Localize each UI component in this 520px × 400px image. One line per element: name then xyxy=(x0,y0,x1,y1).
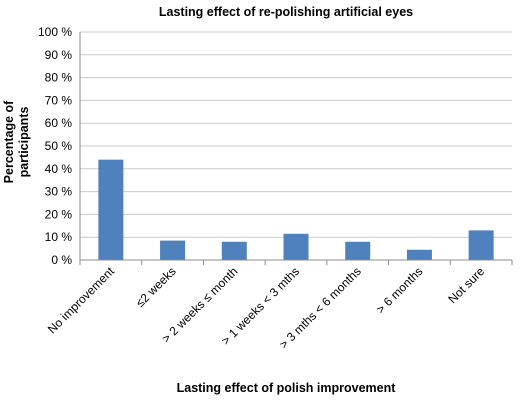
x-tick-label: > 6 months xyxy=(373,264,425,316)
y-axis-title-line-2: participants xyxy=(17,107,31,178)
bar xyxy=(406,249,432,260)
bar xyxy=(283,233,309,260)
bar xyxy=(98,159,124,260)
bars xyxy=(98,159,494,260)
axes xyxy=(79,32,513,265)
y-tick-label: 60 % xyxy=(45,116,73,130)
y-tick-label: 70 % xyxy=(45,93,73,107)
y-tick-label: 100 % xyxy=(38,25,72,39)
bar xyxy=(221,241,247,260)
y-tick-label: 50 % xyxy=(45,139,73,153)
bar xyxy=(468,230,494,260)
y-tick-label: 40 % xyxy=(45,162,73,176)
y-tick-label: 10 % xyxy=(45,230,73,244)
gridlines xyxy=(80,31,512,261)
y-axis-title-line-1: Percentage of xyxy=(2,100,16,184)
x-tick-label: Not sure xyxy=(445,264,487,306)
y-tick-label: 20 % xyxy=(45,207,73,221)
x-axis-ticks: No improvement ≤2 weeks> 2 weeks ≤ month>… xyxy=(45,264,488,352)
chart-title: Lasting effect of re-polishing artificia… xyxy=(159,5,413,19)
y-axis-ticks: 0 % 10 % 20 % 30 % 40 % 50 % 60 % 70 % 80 % 90 % 1… xyxy=(38,25,72,267)
bar xyxy=(160,240,186,260)
y-tick-label: 90 % xyxy=(45,48,73,62)
x-axis-title: Lasting effect of polish improvement xyxy=(177,381,397,395)
bar xyxy=(345,241,371,260)
x-tick-label: ≤2 weeks xyxy=(133,264,179,310)
y-tick-label: 30 % xyxy=(45,185,73,199)
y-tick-label: 0 % xyxy=(51,253,72,267)
y-tick-label: 80 % xyxy=(45,71,73,85)
x-tick-label: No improvement xyxy=(45,264,118,337)
